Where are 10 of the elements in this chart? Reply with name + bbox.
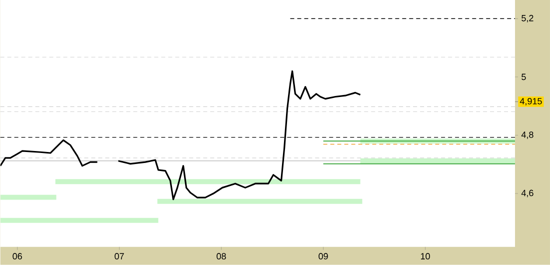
x-tick-label: 07 [114, 253, 124, 260]
x-tick-label: 09 [318, 253, 328, 260]
y-tick-label: 5,2 [522, 15, 534, 22]
x-tick-label: 10 [420, 253, 430, 260]
y-tick-label: 4,8 [521, 132, 534, 140]
x-tick-label: 08 [216, 253, 226, 260]
y-tick-label: 4,6 [521, 190, 534, 198]
y-tick-label: 5 [522, 74, 526, 80]
x-tick-label: 06 [12, 253, 22, 260]
annotation: 4,915 [520, 98, 542, 106]
